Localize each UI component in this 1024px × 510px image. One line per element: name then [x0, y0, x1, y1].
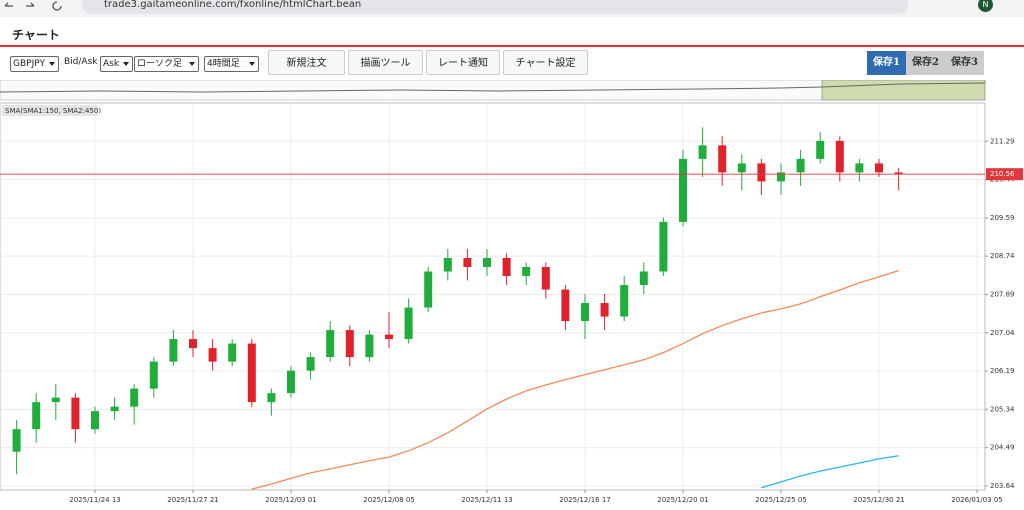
- grid: [0, 103, 985, 490]
- candle-body: [91, 411, 99, 430]
- candle-body: [247, 343, 256, 403]
- nav-icons: [4, 1, 62, 11]
- y-tick-label: 203.64: [990, 482, 1015, 490]
- x-tick-label: 2025/11/27 21: [167, 496, 218, 504]
- candle-body: [522, 266, 531, 277]
- candle-body: [561, 289, 570, 322]
- bid-ask-label: Bid/Ask: [64, 57, 98, 67]
- x-tick-label: 2025/12/16 17: [559, 496, 610, 504]
- candle-body: [679, 158, 687, 222]
- x-tick-label: 2025/12/30 21: [853, 496, 904, 504]
- current-price-box: [986, 168, 1023, 181]
- sma-line: [761, 455, 899, 489]
- y-tick-label: 204.49: [990, 444, 1015, 452]
- candle-body: [698, 145, 707, 159]
- candle-body: [267, 393, 276, 403]
- candle-body: [130, 388, 139, 407]
- candle-body: [149, 361, 158, 389]
- avatar[interactable]: N: [978, 0, 993, 12]
- x-tick-label: 2025/12/03 01: [265, 496, 316, 504]
- candle-body: [12, 429, 21, 452]
- candle-body: [385, 334, 393, 340]
- chart-settings-button[interactable]: チャート設定: [503, 50, 588, 75]
- y-tick-label: 211.29: [990, 137, 1015, 145]
- candle-body: [737, 163, 746, 173]
- rate-alert-button[interactable]: レート通知: [426, 50, 500, 75]
- candle-body: [502, 257, 511, 277]
- candle-body: [110, 406, 119, 412]
- page-title: チャート: [12, 28, 60, 42]
- y-tick-label: 205.34: [990, 405, 1015, 413]
- candle-body: [894, 172, 903, 175]
- sma-line: [251, 269, 899, 490]
- navigator: [0, 80, 986, 101]
- timeframe-select[interactable]: 4時間足: [204, 56, 259, 72]
- x-tick-label: 2025/12/08 05: [363, 496, 414, 504]
- candle-body: [718, 145, 727, 173]
- draw-tool-button[interactable]: 描画ツール: [348, 50, 423, 75]
- x-tick-label: 2026/01/03 05: [951, 496, 1002, 504]
- address-bar[interactable]: trade3.gaitameonline.com/fxonline/htmlCh…: [82, 0, 908, 14]
- candle-body: [816, 140, 825, 159]
- candle-body: [32, 402, 41, 430]
- symbol-select[interactable]: GBPJPY: [10, 56, 59, 72]
- candle-body: [875, 163, 883, 173]
- plot-frame: [0, 102, 986, 491]
- indicator-label: SMA(SMA1:150, SMA2:450): [5, 107, 101, 115]
- y-tick-label: 207.89: [990, 290, 1015, 298]
- candle-body: [659, 221, 668, 272]
- x-tick-label: 2025/12/25 05: [755, 496, 806, 504]
- candle-body: [71, 397, 80, 430]
- candle-body: [777, 172, 785, 182]
- divider: [0, 45, 1024, 47]
- y-tick-label: 207.04: [990, 329, 1015, 337]
- candle-body: [463, 257, 472, 267]
- y-tick-label: 209.59: [990, 214, 1015, 222]
- style-select[interactable]: ローソク足: [134, 56, 199, 72]
- navigator-line: [0, 82, 986, 93]
- current-price-label: 210.56: [990, 170, 1015, 178]
- candle-body: [541, 266, 550, 290]
- candle-body: [189, 339, 197, 349]
- candle-body: [581, 303, 589, 322]
- order-button[interactable]: 新規注文: [268, 50, 345, 75]
- save-tab[interactable]: 保存2: [906, 51, 945, 75]
- candle-body: [835, 140, 844, 173]
- candle-body: [51, 397, 60, 403]
- browser-bar: trade3.gaitameonline.com/fxonline/htmlCh…: [0, 0, 1024, 17]
- candle-body: [306, 357, 315, 371]
- candle-body: [345, 330, 354, 358]
- side-select[interactable]: Ask: [100, 56, 134, 72]
- y-tick-label: 206.19: [990, 367, 1015, 375]
- candle-body: [326, 330, 335, 358]
- candle-body: [855, 163, 864, 173]
- candle-body: [620, 285, 629, 317]
- x-tick-label: 2025/12/20 01: [657, 496, 708, 504]
- indicator-badge: [2, 105, 98, 116]
- candle-body: [639, 271, 648, 286]
- x-tick-label: 2025/12/11 13: [461, 496, 512, 504]
- candle-body: [208, 348, 217, 362]
- candle-body: [365, 334, 374, 358]
- candle-body: [600, 303, 609, 317]
- x-tick-label: 2025/11/24 13: [69, 496, 120, 504]
- y-tick-label: 208.74: [990, 252, 1015, 260]
- candle-body: [483, 257, 491, 267]
- candle-body: [404, 307, 413, 340]
- candle-body: [443, 257, 452, 272]
- candle-body: [796, 158, 805, 173]
- candle-body: [757, 163, 766, 182]
- candle-body: [424, 271, 433, 308]
- candle-body: [169, 339, 178, 362]
- save-tab[interactable]: 保存1: [867, 51, 906, 75]
- save-tab[interactable]: 保存3: [945, 51, 984, 75]
- candle-body: [228, 343, 237, 362]
- candle-body: [287, 370, 295, 394]
